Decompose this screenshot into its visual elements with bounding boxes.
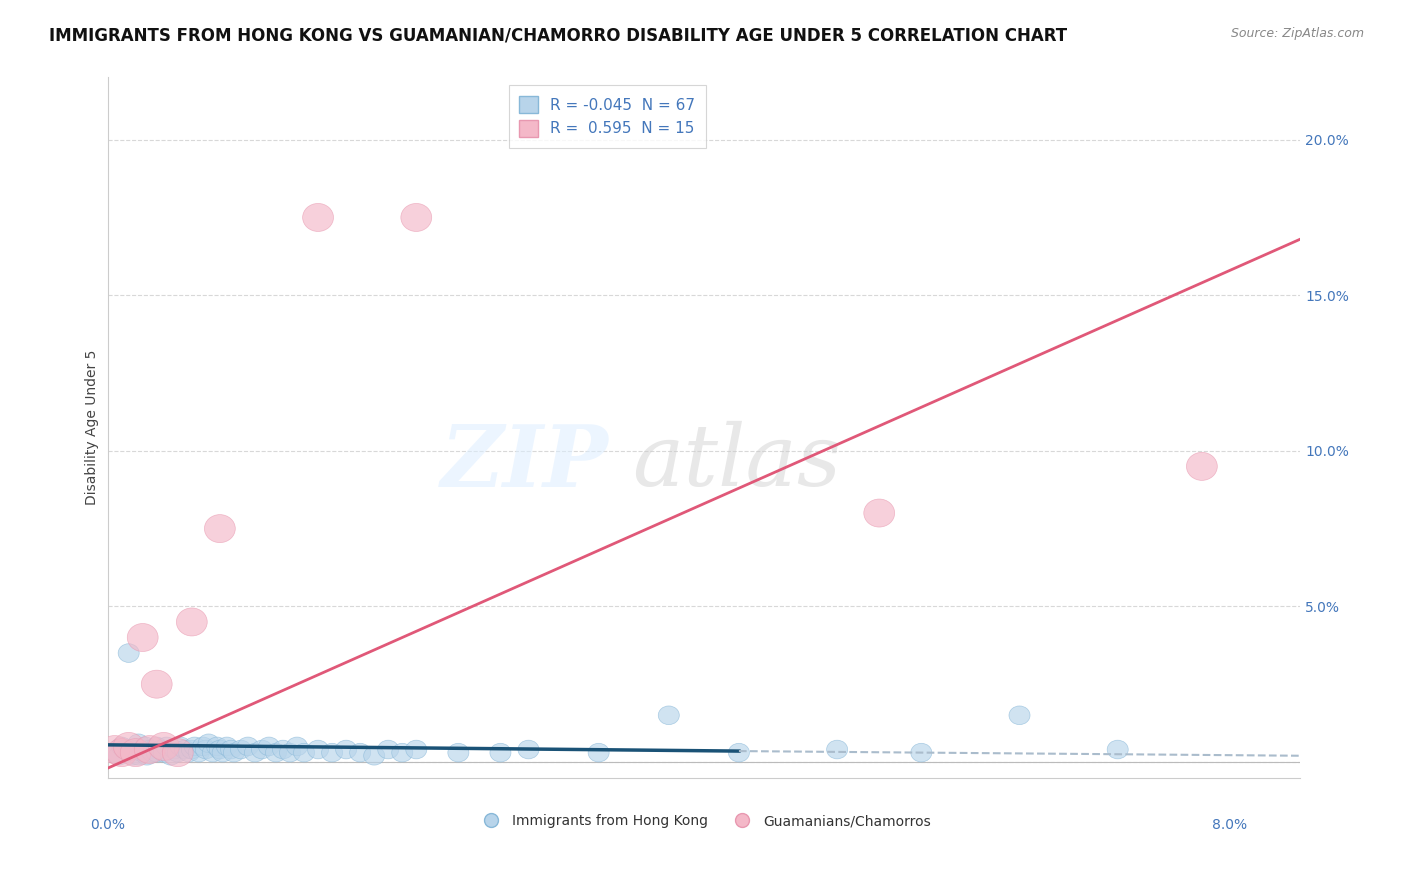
Ellipse shape xyxy=(1187,452,1218,481)
Ellipse shape xyxy=(252,740,273,759)
Ellipse shape xyxy=(401,203,432,231)
Ellipse shape xyxy=(139,740,160,759)
Ellipse shape xyxy=(308,740,329,759)
Ellipse shape xyxy=(170,737,191,756)
Ellipse shape xyxy=(153,743,174,762)
Ellipse shape xyxy=(209,740,231,759)
Ellipse shape xyxy=(336,740,357,759)
Ellipse shape xyxy=(302,203,333,231)
Ellipse shape xyxy=(108,747,129,765)
Text: IMMIGRANTS FROM HONG KONG VS GUAMANIAN/CHAMORRO DISABILITY AGE UNDER 5 CORRELATI: IMMIGRANTS FROM HONG KONG VS GUAMANIAN/C… xyxy=(49,27,1067,45)
Ellipse shape xyxy=(125,740,146,759)
Ellipse shape xyxy=(193,737,214,756)
Ellipse shape xyxy=(517,740,538,759)
Ellipse shape xyxy=(238,737,259,756)
Ellipse shape xyxy=(202,743,224,762)
Ellipse shape xyxy=(128,624,157,651)
Ellipse shape xyxy=(122,747,143,765)
Ellipse shape xyxy=(280,743,301,762)
Ellipse shape xyxy=(135,737,156,756)
Ellipse shape xyxy=(188,743,209,762)
Ellipse shape xyxy=(287,737,308,756)
Ellipse shape xyxy=(114,740,135,759)
Ellipse shape xyxy=(104,743,125,762)
Ellipse shape xyxy=(146,737,167,756)
Ellipse shape xyxy=(135,736,165,764)
Ellipse shape xyxy=(195,740,217,759)
Ellipse shape xyxy=(392,743,413,762)
Ellipse shape xyxy=(266,743,287,762)
Ellipse shape xyxy=(217,737,238,756)
Ellipse shape xyxy=(142,743,163,762)
Ellipse shape xyxy=(1107,740,1128,759)
Ellipse shape xyxy=(165,740,186,759)
Ellipse shape xyxy=(588,743,609,762)
Text: 0.0%: 0.0% xyxy=(90,818,125,832)
Ellipse shape xyxy=(174,740,195,759)
Ellipse shape xyxy=(658,706,679,724)
Ellipse shape xyxy=(212,743,233,762)
Ellipse shape xyxy=(114,732,143,760)
Ellipse shape xyxy=(150,740,172,759)
Y-axis label: Disability Age Under 5: Disability Age Under 5 xyxy=(86,350,100,505)
Ellipse shape xyxy=(156,737,177,756)
Ellipse shape xyxy=(224,743,245,762)
Ellipse shape xyxy=(294,743,315,762)
Ellipse shape xyxy=(728,743,749,762)
Ellipse shape xyxy=(207,737,228,756)
Ellipse shape xyxy=(204,515,235,542)
Ellipse shape xyxy=(181,740,202,759)
Ellipse shape xyxy=(118,743,139,762)
Ellipse shape xyxy=(121,739,150,766)
Ellipse shape xyxy=(128,734,149,753)
Text: atlas: atlas xyxy=(633,421,841,504)
Legend: Immigrants from Hong Kong, Guamanians/Chamorros: Immigrants from Hong Kong, Guamanians/Ch… xyxy=(471,808,936,834)
Text: ZIP: ZIP xyxy=(440,421,609,504)
Ellipse shape xyxy=(100,736,131,764)
Ellipse shape xyxy=(221,740,242,759)
Ellipse shape xyxy=(141,670,172,698)
Ellipse shape xyxy=(184,737,205,756)
Ellipse shape xyxy=(136,747,157,765)
Ellipse shape xyxy=(176,608,207,636)
Ellipse shape xyxy=(160,747,181,765)
Ellipse shape xyxy=(489,743,510,762)
Ellipse shape xyxy=(827,740,848,759)
Ellipse shape xyxy=(406,740,427,759)
Ellipse shape xyxy=(167,743,188,762)
Ellipse shape xyxy=(245,743,266,762)
Ellipse shape xyxy=(364,747,385,765)
Ellipse shape xyxy=(231,740,252,759)
Ellipse shape xyxy=(148,732,179,760)
Ellipse shape xyxy=(911,743,932,762)
Text: Source: ZipAtlas.com: Source: ZipAtlas.com xyxy=(1230,27,1364,40)
Ellipse shape xyxy=(118,644,139,663)
Ellipse shape xyxy=(259,737,280,756)
Ellipse shape xyxy=(863,499,894,527)
Ellipse shape xyxy=(162,739,193,766)
Ellipse shape xyxy=(350,743,371,762)
Ellipse shape xyxy=(111,737,132,756)
Ellipse shape xyxy=(378,740,399,759)
Ellipse shape xyxy=(1010,706,1031,724)
Ellipse shape xyxy=(128,747,149,765)
Ellipse shape xyxy=(449,743,468,762)
Ellipse shape xyxy=(146,743,167,762)
Text: 8.0%: 8.0% xyxy=(1212,818,1247,832)
Ellipse shape xyxy=(107,739,138,766)
Ellipse shape xyxy=(322,743,343,762)
Ellipse shape xyxy=(179,743,200,762)
Ellipse shape xyxy=(273,740,294,759)
Ellipse shape xyxy=(198,734,219,753)
Ellipse shape xyxy=(132,743,153,762)
